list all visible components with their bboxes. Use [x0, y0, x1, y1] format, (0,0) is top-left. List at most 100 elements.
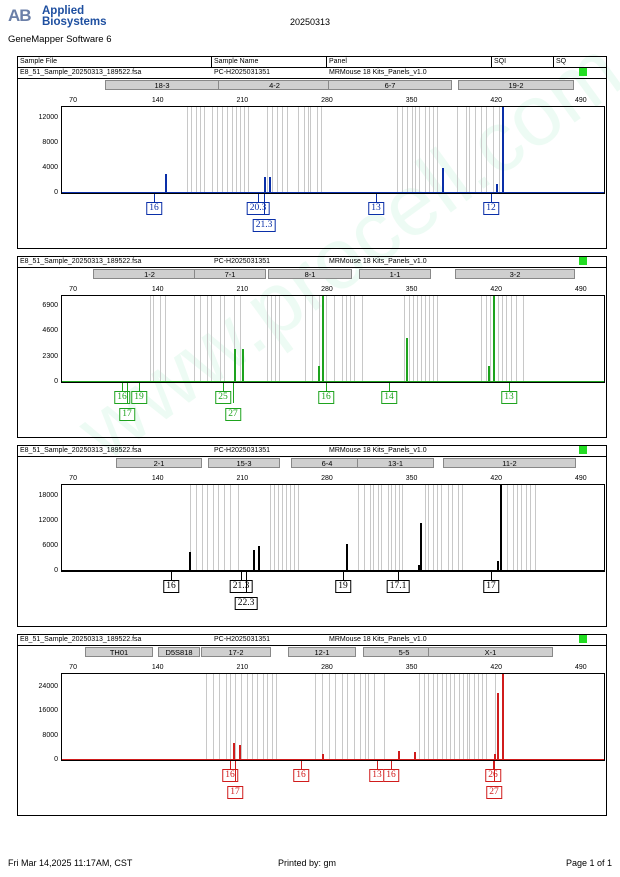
- bin-boundary: [240, 296, 241, 382]
- marker-bin[interactable]: 1-1: [359, 269, 431, 279]
- marker-bin[interactable]: 18-3: [105, 80, 219, 90]
- allele-call-label[interactable]: 13: [368, 202, 384, 215]
- bin-boundary: [517, 485, 518, 571]
- allele-call-label[interactable]: 27: [225, 408, 241, 421]
- allele-call-label[interactable]: 17: [483, 580, 499, 593]
- label-connector: [230, 761, 231, 769]
- marker-bin[interactable]: 13-1: [357, 458, 434, 468]
- allele-call-label[interactable]: 16: [163, 580, 179, 593]
- marker-bin[interactable]: 17-2: [201, 647, 271, 657]
- x-tick-label: 490: [574, 475, 587, 482]
- bin-boundary: [257, 674, 258, 760]
- marker-bin[interactable]: X-1: [428, 647, 553, 657]
- plot-area: [61, 106, 605, 194]
- bin-boundary: [230, 485, 231, 571]
- marker-bin[interactable]: 2-1: [116, 458, 202, 468]
- marker-bin[interactable]: TH01: [85, 647, 153, 657]
- bin-boundary: [165, 296, 166, 382]
- bin-boundary: [248, 107, 249, 193]
- panel-panel: MRMouse 18 Kits_Panels_v1.0: [329, 447, 427, 454]
- bin-boundary: [437, 674, 438, 760]
- bin-boundary: [419, 107, 420, 193]
- bin-boundary: [267, 674, 268, 760]
- bin-boundary: [424, 674, 425, 760]
- label-connector: [493, 761, 494, 769]
- peak: [264, 177, 267, 193]
- allele-call-label[interactable]: 17: [227, 786, 243, 799]
- bin-boundary: [220, 296, 221, 382]
- label-connector: [509, 383, 510, 391]
- bin-boundary: [442, 674, 443, 760]
- bin-boundary: [421, 296, 422, 382]
- bin-boundary: [319, 296, 320, 382]
- bin-boundary: [317, 107, 318, 193]
- allele-call-label[interactable]: 21.3: [252, 219, 276, 232]
- bin-boundary: [207, 485, 208, 571]
- bin-boundary: [196, 485, 197, 571]
- marker-bin[interactable]: D5S818: [158, 647, 200, 657]
- allele-call-label[interactable]: 16: [146, 202, 162, 215]
- bin-boundary: [329, 674, 330, 760]
- label-connector: [258, 194, 259, 202]
- marker-bin[interactable]: 8-1: [268, 269, 352, 279]
- label-connector: [301, 761, 302, 769]
- allele-call-label[interactable]: 16: [383, 769, 399, 782]
- bin-boundary: [481, 296, 482, 382]
- allele-call-label[interactable]: 14: [381, 391, 397, 404]
- bin-boundary: [322, 674, 323, 760]
- allele-call-label[interactable]: 12: [483, 202, 499, 215]
- allele-call-label[interactable]: 21.3: [229, 580, 253, 593]
- bin-boundary: [235, 674, 236, 760]
- y-tick-label: 4000: [42, 163, 58, 171]
- panel-panel: MRMouse 18 Kits_Panels_v1.0: [329, 258, 427, 265]
- peak: [420, 522, 423, 571]
- col-sample-file: Sample File: [20, 58, 57, 65]
- bin-boundary: [310, 107, 311, 193]
- allele-call-label[interactable]: 27: [486, 786, 502, 799]
- bin-boundary: [441, 485, 442, 571]
- bin-boundary: [354, 674, 355, 760]
- bin-boundary: [252, 674, 253, 760]
- bin-boundary: [213, 674, 214, 760]
- label-connector: [241, 572, 242, 580]
- marker-bin[interactable]: 6-7: [328, 80, 452, 90]
- allele-call-label[interactable]: 17: [119, 408, 135, 421]
- sq-quality-flag: [579, 257, 587, 265]
- marker-bin[interactable]: 7-1: [194, 269, 266, 279]
- allele-call-label[interactable]: 19: [335, 580, 351, 593]
- x-tick-label: 70: [69, 286, 77, 293]
- marker-bin[interactable]: 1-2: [93, 269, 206, 279]
- allele-call-label[interactable]: 16: [318, 391, 334, 404]
- marker-bin[interactable]: 12-1: [288, 647, 356, 657]
- allele-call-label[interactable]: 22.3: [234, 597, 258, 610]
- bin-boundary: [428, 485, 429, 571]
- allele-call-label[interactable]: 19: [131, 391, 147, 404]
- marker-bin[interactable]: 11-2: [443, 458, 576, 468]
- panel-sample-name: PC-H2025031351: [214, 636, 271, 643]
- marker-bin[interactable]: 15-3: [208, 458, 280, 468]
- allele-call-label[interactable]: 16: [222, 769, 238, 782]
- document-title: 20250313: [290, 17, 331, 27]
- allele-call-label[interactable]: 17.1: [386, 580, 410, 593]
- bin-boundary: [428, 674, 429, 760]
- marker-bin[interactable]: 19-2: [458, 80, 574, 90]
- y-tick-label: 12000: [38, 113, 58, 121]
- allele-call-label[interactable]: 25: [215, 391, 231, 404]
- label-connector: [389, 383, 390, 391]
- marker-bin[interactable]: 3-2: [455, 269, 575, 279]
- x-tick-label: 490: [574, 286, 587, 293]
- allele-call-label[interactable]: 16: [293, 769, 309, 782]
- bin-boundary: [200, 107, 201, 193]
- bin-boundary: [298, 107, 299, 193]
- marker-bin[interactable]: 6-4: [291, 458, 363, 468]
- sq-quality-flag: [579, 446, 587, 454]
- allele-call-label[interactable]: 26: [485, 769, 501, 782]
- baseline: [62, 192, 604, 193]
- allele-call-label[interactable]: 13: [501, 391, 517, 404]
- panel-sample-file: E8_51_Sample_20250313_189522.fsa: [20, 636, 142, 643]
- x-tick-label: 280: [321, 475, 333, 482]
- allele-call-label[interactable]: 16: [114, 391, 130, 404]
- allele-call-label[interactable]: 20.3: [246, 202, 270, 215]
- bin-boundary: [429, 296, 430, 382]
- marker-bin[interactable]: 4-2: [218, 80, 331, 90]
